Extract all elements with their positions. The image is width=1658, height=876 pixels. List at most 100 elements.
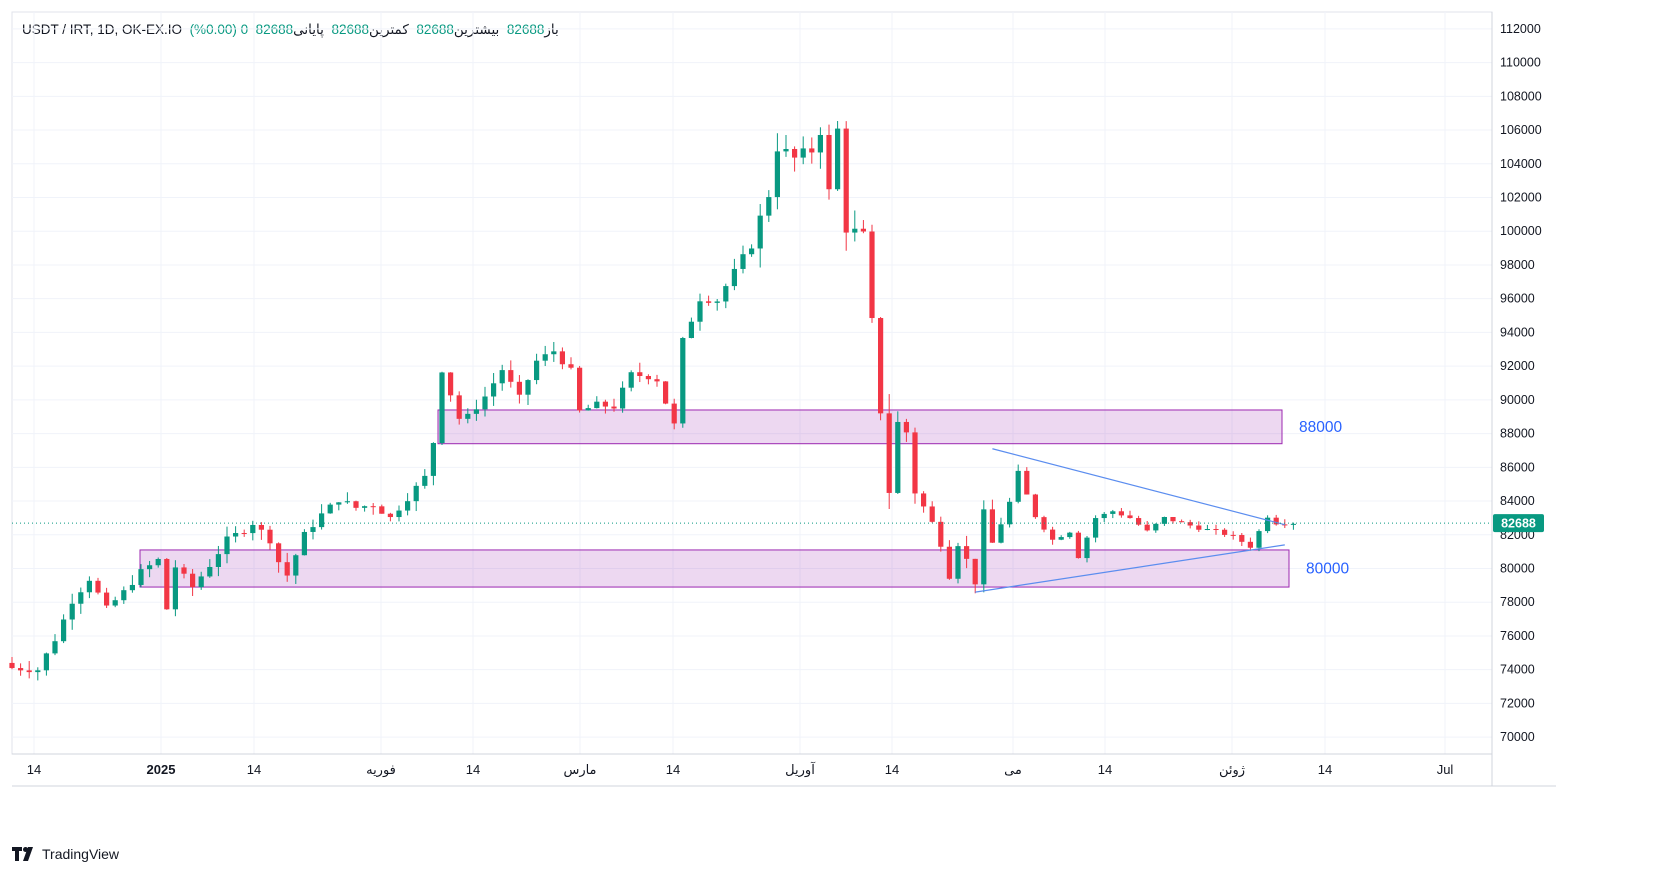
symbol-label[interactable]: USDT / IRT, 1D, OK-EX.IO: [22, 22, 183, 37]
candle: [1041, 515, 1047, 533]
price-tick-label: 90000: [1500, 393, 1535, 407]
candle-body: [955, 546, 961, 579]
candle: [1024, 467, 1030, 495]
candle: [129, 575, 135, 593]
candle: [241, 529, 247, 537]
candle-body: [1084, 537, 1090, 559]
candle-body: [1213, 529, 1219, 531]
candle-body: [491, 383, 497, 397]
candle-body: [258, 524, 264, 530]
open-label: باز: [544, 22, 559, 37]
candle-body: [1118, 511, 1124, 516]
candle: [1187, 519, 1193, 529]
candle-body: [809, 148, 815, 153]
candle: [301, 529, 307, 556]
candle-body: [1187, 522, 1193, 526]
candle: [637, 362, 643, 383]
candle-body: [895, 421, 901, 493]
time-tick-label: Jul: [1437, 762, 1454, 777]
price-tick-label: 74000: [1500, 663, 1535, 677]
candle-body: [723, 286, 729, 302]
candle: [61, 614, 67, 644]
zones: 88000 80000: [139, 409, 1349, 588]
candle: [740, 245, 746, 274]
candle-body: [869, 231, 875, 319]
price-tick-label: 98000: [1500, 258, 1535, 272]
candle: [577, 365, 583, 413]
candle: [938, 516, 944, 552]
candle-body: [35, 670, 41, 673]
price-tick-label: 76000: [1500, 629, 1535, 643]
candle-body: [800, 148, 806, 158]
candle: [448, 372, 454, 402]
candle: [757, 204, 763, 268]
candle-body: [482, 396, 488, 410]
candle: [826, 124, 832, 200]
candle-body: [250, 524, 256, 534]
candle: [585, 404, 591, 411]
candle-body: [611, 406, 617, 409]
candle-body: [688, 321, 694, 339]
time-tick-label: مارس: [563, 762, 596, 778]
candle-body: [594, 401, 600, 409]
candle-body: [224, 536, 230, 555]
candle-body: [1273, 517, 1279, 525]
candle-body: [413, 485, 419, 502]
candle-body: [129, 584, 135, 591]
candle-body: [319, 513, 325, 528]
candle-body: [766, 197, 772, 216]
candle-body: [276, 543, 282, 563]
candle-body: [362, 506, 368, 508]
candle-body: [310, 527, 316, 532]
tradingview-logo[interactable]: TradingView: [12, 846, 119, 862]
candle: [1265, 515, 1271, 534]
candle: [602, 399, 608, 414]
price-tick-label: 106000: [1500, 123, 1542, 137]
candle: [688, 317, 694, 339]
candles: [9, 121, 1296, 681]
time-tick-label: 14: [247, 762, 261, 777]
candle: [860, 220, 866, 234]
candle-body: [26, 670, 32, 673]
candle-body: [198, 576, 204, 588]
candle: [172, 560, 178, 617]
candle-body: [1204, 529, 1210, 531]
candle: [792, 146, 798, 172]
price-tick-label: 92000: [1500, 359, 1535, 373]
time-tick-label: 14: [885, 762, 899, 777]
candle-body: [731, 268, 737, 287]
candle: [1015, 464, 1021, 504]
candle: [1222, 528, 1228, 537]
candle: [800, 136, 806, 165]
candle: [353, 500, 359, 511]
candle: [1273, 514, 1279, 526]
candle-body: [190, 573, 196, 588]
price-tick-label: 110000: [1500, 56, 1541, 70]
candle-body: [215, 554, 221, 567]
candle-body: [147, 565, 153, 570]
candle-body: [1170, 516, 1176, 522]
candle: [516, 375, 522, 404]
candle: [964, 535, 970, 569]
candle-body: [792, 148, 798, 158]
candle: [276, 542, 282, 573]
candle-body: [559, 351, 565, 365]
last-price-label: 82688: [1501, 517, 1536, 531]
candle-body: [353, 501, 359, 508]
candle: [224, 526, 230, 564]
candle: [456, 391, 462, 425]
candle-body: [671, 403, 677, 424]
candle: [78, 587, 84, 614]
candle-body: [602, 401, 608, 407]
candle-body: [972, 558, 978, 585]
price-tick-label: 94000: [1500, 325, 1535, 339]
candle: [138, 564, 144, 588]
candle: [714, 299, 720, 311]
zone-label: 88000: [1299, 419, 1342, 436]
candle-body: [1256, 531, 1262, 548]
candle: [1204, 524, 1210, 531]
candle: [783, 135, 789, 157]
candle: [1161, 516, 1167, 526]
candle: [95, 577, 101, 595]
